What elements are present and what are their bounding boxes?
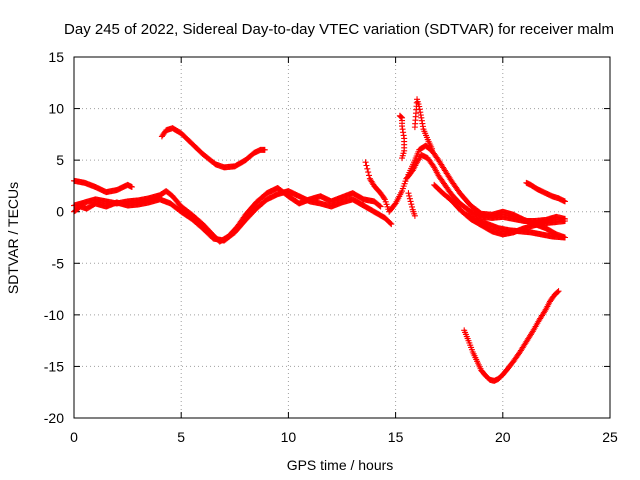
series-track-a: [71, 177, 135, 196]
y-tick-label: 5: [56, 152, 64, 168]
data-point: [405, 190, 412, 197]
data-point: [398, 114, 405, 121]
data-point: [362, 159, 369, 166]
series-track-l: [523, 179, 568, 205]
y-axis-label: SDTVAR / TECUs: [5, 182, 21, 294]
data-point: [429, 145, 436, 152]
data-point: [377, 203, 384, 210]
x-tick-label: 15: [388, 429, 404, 445]
y-tick-label: 10: [48, 101, 64, 117]
series-track-j: [396, 112, 408, 162]
series-track-k: [405, 190, 418, 219]
y-tick-label: 0: [56, 204, 64, 220]
data-point: [261, 146, 268, 153]
data-point: [406, 192, 413, 199]
data-point: [387, 220, 394, 227]
y-tick-label: -20: [44, 410, 64, 426]
data-point: [406, 195, 413, 202]
data-point: [366, 172, 373, 179]
data-point: [363, 162, 370, 169]
data-point: [388, 221, 395, 228]
x-tick-label: 5: [177, 429, 185, 445]
x-tick-label: 10: [281, 429, 297, 445]
series-track-m: [461, 288, 562, 384]
data-point: [561, 234, 568, 241]
data-point: [365, 169, 372, 176]
series-track-i: [411, 96, 436, 152]
series-track-c: [71, 188, 395, 244]
data-point: [411, 212, 418, 219]
data-point: [407, 198, 414, 205]
data-point: [128, 183, 135, 190]
x-axis-label: GPS time / hours: [287, 457, 394, 473]
data-point: [561, 198, 568, 205]
data-point: [376, 202, 383, 209]
data-markers: [71, 96, 568, 384]
y-tick-label: -10: [44, 307, 64, 323]
y-tick-label: 15: [48, 49, 64, 65]
data-point: [381, 195, 388, 202]
data-point: [397, 113, 404, 120]
data-point: [399, 155, 406, 162]
data-point: [409, 203, 416, 210]
plot-frame: [73, 56, 611, 419]
data-point: [561, 217, 568, 224]
series-track-h: [463, 211, 568, 241]
series-track-e: [362, 151, 568, 224]
x-tick-label: 0: [70, 429, 78, 445]
x-tick-label: 25: [602, 429, 618, 445]
y-tick-label: -15: [44, 358, 64, 374]
x-tick-label: 20: [495, 429, 511, 445]
data-point: [554, 288, 561, 295]
y-tick-label: -5: [52, 255, 65, 271]
data-point: [408, 201, 415, 208]
grid-lines: [74, 57, 610, 418]
series-track-d: [158, 125, 268, 171]
chart-title: Day 245 of 2022, Sidereal Day-to-day VTE…: [64, 21, 614, 38]
data-point: [364, 165, 371, 172]
data-point: [555, 288, 562, 295]
